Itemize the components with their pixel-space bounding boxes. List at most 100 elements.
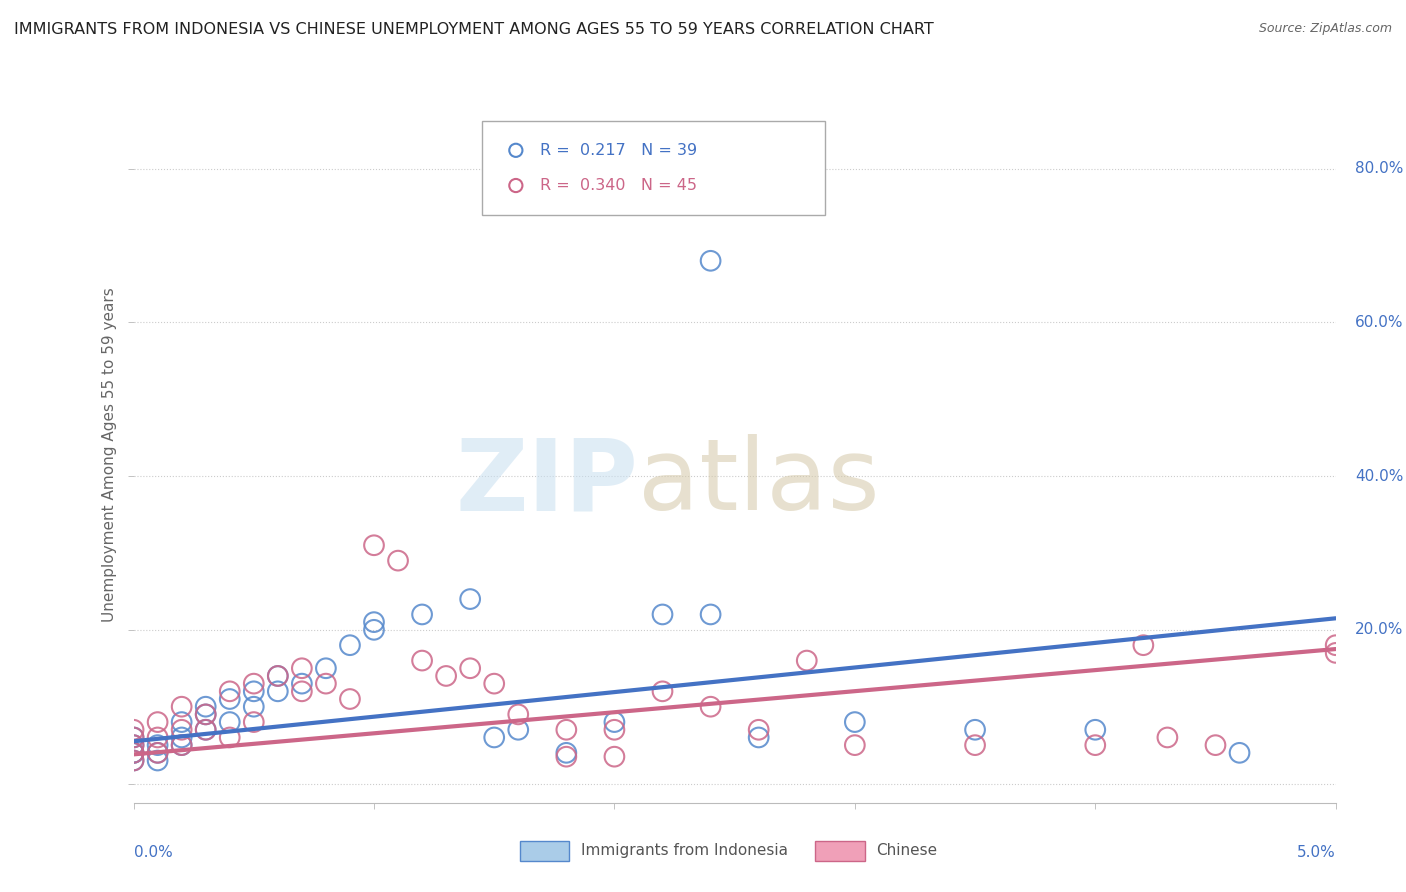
Point	[339, 692, 361, 706]
Point	[315, 661, 337, 675]
Point	[363, 623, 385, 637]
Point	[122, 746, 145, 760]
Point	[122, 754, 145, 768]
Point	[387, 554, 409, 568]
Point	[194, 723, 217, 737]
Text: Immigrants from Indonesia: Immigrants from Indonesia	[581, 844, 787, 858]
Point	[699, 607, 721, 622]
Point	[603, 715, 626, 730]
Point	[1084, 738, 1107, 752]
Point	[218, 684, 240, 698]
Point	[651, 607, 673, 622]
Point	[218, 715, 240, 730]
Point	[146, 746, 169, 760]
Point	[122, 746, 145, 760]
Point	[748, 731, 770, 745]
Text: ZIP: ZIP	[456, 434, 638, 532]
Point	[146, 754, 169, 768]
Point	[508, 723, 530, 737]
Point	[291, 684, 314, 698]
Point	[170, 723, 193, 737]
Point	[363, 615, 385, 629]
Point	[218, 731, 240, 745]
Point	[291, 661, 314, 675]
Point	[122, 746, 145, 760]
FancyBboxPatch shape	[482, 121, 825, 215]
Point	[748, 723, 770, 737]
Point	[844, 715, 866, 730]
Y-axis label: Unemployment Among Ages 55 to 59 years: Unemployment Among Ages 55 to 59 years	[101, 287, 117, 623]
Point	[1084, 723, 1107, 737]
Point	[484, 731, 506, 745]
Point	[458, 661, 481, 675]
Point	[170, 738, 193, 752]
Point	[122, 723, 145, 737]
Point	[218, 692, 240, 706]
Point	[267, 684, 290, 698]
Point	[122, 731, 145, 745]
Point	[1156, 731, 1178, 745]
Point	[411, 654, 433, 668]
Point	[555, 749, 578, 764]
Point	[603, 723, 626, 737]
Point	[194, 707, 217, 722]
Point	[458, 592, 481, 607]
Text: atlas: atlas	[638, 434, 880, 532]
Point	[122, 738, 145, 752]
Point	[699, 699, 721, 714]
Point	[170, 738, 193, 752]
Point	[291, 676, 314, 690]
Point	[1229, 746, 1251, 760]
Point	[243, 676, 266, 690]
Point	[146, 738, 169, 752]
Point	[315, 676, 337, 690]
Point	[170, 715, 193, 730]
Point	[146, 746, 169, 760]
Point	[434, 669, 457, 683]
Point	[1204, 738, 1226, 752]
Point	[267, 669, 290, 683]
Text: IMMIGRANTS FROM INDONESIA VS CHINESE UNEMPLOYMENT AMONG AGES 55 TO 59 YEARS CORR: IMMIGRANTS FROM INDONESIA VS CHINESE UNE…	[14, 22, 934, 37]
Point	[122, 738, 145, 752]
Point	[363, 538, 385, 552]
Point	[267, 669, 290, 683]
Point	[796, 654, 818, 668]
Point	[243, 684, 266, 698]
Point	[194, 723, 217, 737]
Point	[170, 731, 193, 745]
Text: 40.0%: 40.0%	[1355, 468, 1403, 483]
Point	[1324, 646, 1347, 660]
Point	[122, 754, 145, 768]
Point	[146, 715, 169, 730]
Text: Chinese: Chinese	[876, 844, 936, 858]
Point	[1132, 638, 1154, 652]
Point	[146, 731, 169, 745]
Point	[508, 707, 530, 722]
Point	[194, 699, 217, 714]
Point	[243, 699, 266, 714]
Text: Source: ZipAtlas.com: Source: ZipAtlas.com	[1258, 22, 1392, 36]
Point	[844, 738, 866, 752]
Point	[555, 723, 578, 737]
Point	[339, 638, 361, 652]
Text: 5.0%: 5.0%	[1296, 845, 1336, 860]
Text: 80.0%: 80.0%	[1355, 161, 1403, 176]
Point	[194, 707, 217, 722]
Text: 60.0%: 60.0%	[1355, 315, 1403, 330]
Point	[122, 731, 145, 745]
Text: 0.0%: 0.0%	[134, 845, 173, 860]
Point	[651, 684, 673, 698]
Text: R =  0.340   N = 45: R = 0.340 N = 45	[540, 178, 697, 193]
Point	[1324, 638, 1347, 652]
Point	[411, 607, 433, 622]
Point	[170, 699, 193, 714]
Point	[603, 749, 626, 764]
Point	[965, 723, 987, 737]
Point	[699, 253, 721, 268]
Text: 20.0%: 20.0%	[1355, 623, 1403, 637]
Text: R =  0.217   N = 39: R = 0.217 N = 39	[540, 143, 697, 158]
Point	[965, 738, 987, 752]
Point	[555, 746, 578, 760]
Point	[243, 715, 266, 730]
Point	[484, 676, 506, 690]
